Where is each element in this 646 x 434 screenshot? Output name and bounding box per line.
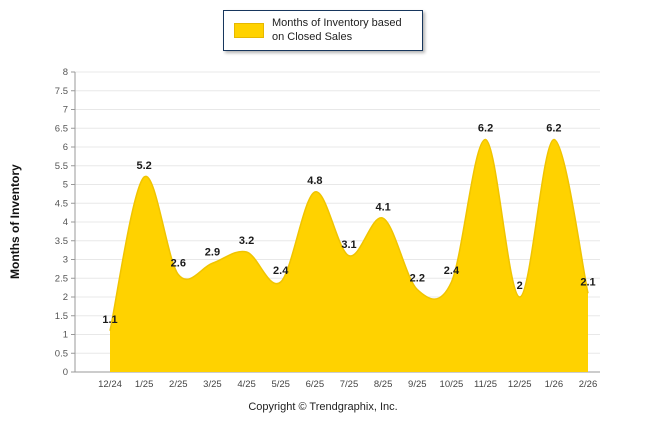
series-line (109, 138, 589, 331)
legend: Months of Inventory based on Closed Sale… (223, 10, 423, 51)
x-tick-label: 2/25 (169, 379, 188, 390)
x-tick-label: 8/25 (374, 379, 393, 390)
x-tick-label: 9/25 (408, 379, 427, 390)
y-tick-label: 2 (63, 292, 68, 303)
y-tick-label: 6.5 (55, 123, 68, 134)
data-label: 2.4 (444, 265, 460, 277)
x-tick-label: 10/25 (440, 379, 464, 390)
x-tick-label: 1/25 (135, 379, 154, 390)
data-label: 3.1 (341, 239, 356, 251)
y-tick-label: 5 (63, 180, 68, 191)
area-series (110, 139, 588, 372)
y-tick-label: 3.5 (55, 236, 68, 247)
y-tick-label: 0 (63, 367, 68, 378)
x-tick-label: 12/24 (98, 379, 122, 390)
data-label: 4.8 (307, 175, 322, 187)
x-tick-label: 1/26 (545, 379, 564, 390)
y-tick-label: 4.5 (55, 198, 68, 209)
data-label: 6.2 (546, 123, 561, 135)
x-tick-label: 7/25 (340, 379, 359, 390)
y-tick-label: 4 (63, 217, 68, 228)
y-tick-label: 7.5 (55, 86, 68, 97)
y-tick-label: 7 (63, 105, 68, 116)
y-tick-label: 0.5 (55, 348, 68, 359)
data-label: 3.2 (239, 235, 254, 247)
x-tick-label: 4/25 (237, 379, 256, 390)
data-label: 2.4 (273, 265, 289, 277)
x-tick-label: 6/25 (306, 379, 325, 390)
y-tick-label: 2.5 (55, 273, 68, 284)
y-tick-label: 8 (63, 67, 68, 78)
y-tick-label: 6 (63, 142, 68, 153)
y-tick-label: 1.5 (55, 311, 68, 322)
data-label: 5.2 (136, 160, 151, 172)
data-label: 2 (517, 280, 523, 292)
data-label: 4.1 (375, 201, 390, 213)
x-tick-label: 5/25 (271, 379, 290, 390)
x-tick-label: 12/25 (508, 379, 532, 390)
data-label: 2.9 (205, 246, 220, 258)
data-label: 6.2 (478, 123, 493, 135)
data-label: 1.1 (102, 314, 117, 326)
copyright-text: Copyright © Trendgraphix, Inc. (248, 401, 398, 413)
data-label: 2.1 (580, 276, 595, 288)
data-label: 2.6 (171, 258, 186, 270)
y-tick-label: 3 (63, 255, 68, 266)
x-tick-label: 3/25 (203, 379, 222, 390)
y-tick-label: 1 (63, 330, 68, 341)
x-tick-label: 2/26 (579, 379, 598, 390)
data-label: 2.2 (410, 273, 425, 285)
x-tick-label: 11/25 (474, 379, 497, 390)
legend-label: Months of Inventory based on Closed Sale… (272, 17, 402, 44)
legend-swatch-icon (234, 22, 264, 38)
y-tick-label: 5.5 (55, 161, 68, 172)
